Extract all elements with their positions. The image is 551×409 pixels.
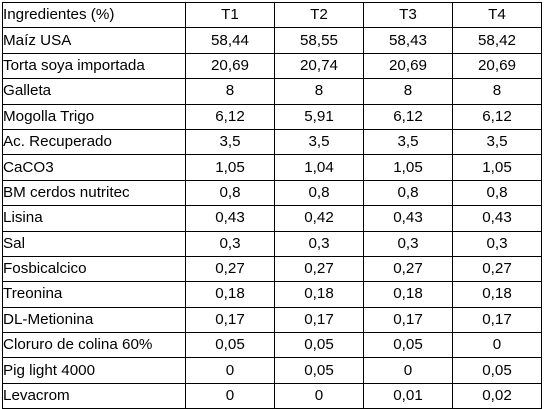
treatment-value-cell: 8 <box>363 78 453 105</box>
treatment-value-cell: 8 <box>452 78 542 105</box>
treatment-value-cell: 0,3 <box>363 230 453 257</box>
treatment-value-cell: 0 <box>185 357 275 384</box>
table-row: Galleta 8 8 8 8 <box>2 78 542 105</box>
treatment-value-cell: 0,18 <box>274 281 364 308</box>
treatment-value-cell: 0 <box>185 382 275 409</box>
treatment-value-cell: 0,3 <box>452 230 542 257</box>
treatment-value-cell: 0,27 <box>452 255 542 283</box>
treatment-value-cell: 6,12 <box>452 103 542 130</box>
treatment-value-cell: 58,42 <box>452 27 542 54</box>
ingredient-name-cell: Maíz USA <box>2 27 186 54</box>
treatment-value-cell: 0,05 <box>185 332 275 359</box>
table-row: Sal 0,3 0,3 0,3 0,3 <box>2 230 542 257</box>
header-row: Ingredientes (%) T1 T2 T3 T4 <box>2 1 542 29</box>
ingredients-table: Ingredientes (%) T1 T2 T3 T4 Maíz USA 58,… <box>2 1 542 409</box>
table-row: Cloruro de colina 60% 0,05 0,05 0,05 0 <box>2 332 542 359</box>
ingredient-name-cell: BM cerdos nutritec <box>2 179 186 207</box>
ingredient-name-cell: DL-Metionina <box>2 306 186 334</box>
treatment-value-cell: 0,43 <box>363 205 453 232</box>
treatment-value-cell: 20,69 <box>452 52 542 80</box>
treatment-value-cell: 3,5 <box>274 128 364 156</box>
treatment-value-cell: 0,05 <box>363 332 453 359</box>
ingredient-name-cell: Levacrom <box>2 382 186 409</box>
treatment-value-cell: 0,8 <box>363 179 453 207</box>
table-row: Lisina 0,43 0,42 0,43 0,43 <box>2 205 542 232</box>
treatment-value-cell: 0,43 <box>185 205 275 232</box>
treatment-value-cell: 3,5 <box>185 128 275 156</box>
treatment-value-cell: 0,17 <box>185 306 275 334</box>
treatment-value-cell: 0,18 <box>185 281 275 308</box>
table-row: Torta soya importada 20,69 20,74 20,69 20,69 <box>2 52 542 80</box>
treatment-value-cell: 5,91 <box>274 103 364 130</box>
table-row: Ac. Recuperado 3,5 3,5 3,5 3,5 <box>2 128 542 156</box>
treatment-value-cell: 20,69 <box>363 52 453 80</box>
ingredient-name-cell: Lisina <box>2 205 186 232</box>
treatment-value-cell: 0,42 <box>274 205 364 232</box>
treatment-value-cell: 6,12 <box>185 103 275 130</box>
ingredient-name-cell: CaCO3 <box>2 154 186 181</box>
ingredient-name-cell: Ac. Recuperado <box>2 128 186 156</box>
treatment-value-cell: 0,3 <box>185 230 275 257</box>
treatment-value-cell: 3,5 <box>452 128 542 156</box>
header-t2: T2 <box>274 1 364 29</box>
table-row: Fosbicalcico 0,27 0,27 0,27 0,27 <box>2 255 542 283</box>
treatment-value-cell: 20,69 <box>185 52 275 80</box>
treatment-value-cell: 0,05 <box>274 332 364 359</box>
table-row: Levacrom 0 0 0,01 0,02 <box>2 382 542 409</box>
treatment-value-cell: 3,5 <box>363 128 453 156</box>
treatment-value-cell: 0,02 <box>452 382 542 409</box>
treatment-value-cell: 1,05 <box>185 154 275 181</box>
table-row: Treonina 0,18 0,18 0,18 0,18 <box>2 281 542 308</box>
treatment-value-cell: 0,18 <box>363 281 453 308</box>
treatment-value-cell: 58,55 <box>274 27 364 54</box>
treatment-value-cell: 0 <box>452 332 542 359</box>
treatment-value-cell: 1,04 <box>274 154 364 181</box>
table-row: Maíz USA 58,44 58,55 58,43 58,42 <box>2 27 542 54</box>
treatment-value-cell: 0,8 <box>452 179 542 207</box>
treatment-value-cell: 0,8 <box>274 179 364 207</box>
ingredient-name-cell: Galleta <box>2 78 186 105</box>
treatment-value-cell: 0,43 <box>452 205 542 232</box>
treatment-value-cell: 0,27 <box>185 255 275 283</box>
ingredient-name-cell: Treonina <box>2 281 186 308</box>
ingredient-name-cell: Pig light 4000 <box>2 357 186 384</box>
treatment-value-cell: 0,05 <box>274 357 364 384</box>
table-row: DL-Metionina 0,17 0,17 0,17 0,17 <box>2 306 542 334</box>
treatment-value-cell: 0,01 <box>363 382 453 409</box>
table-row: Pig light 4000 0 0,05 0 0,05 <box>2 357 542 384</box>
treatment-value-cell: 0 <box>274 382 364 409</box>
table-row: Mogolla Trigo 6,12 5,91 6,12 6,12 <box>2 103 542 130</box>
table-row: CaCO3 1,05 1,04 1,05 1,05 <box>2 154 542 181</box>
table-row: BM cerdos nutritec 0,8 0,8 0,8 0,8 <box>2 179 542 207</box>
treatment-value-cell: 0,17 <box>363 306 453 334</box>
treatment-value-cell: 8 <box>185 78 275 105</box>
treatment-value-cell: 1,05 <box>363 154 453 181</box>
table-body: Maíz USA 58,44 58,55 58,43 58,42 Torta soya i… <box>2 27 542 409</box>
ingredient-name-cell: Sal <box>2 230 186 257</box>
treatment-value-cell: 0 <box>363 357 453 384</box>
treatment-value-cell: 8 <box>274 78 364 105</box>
header-ingredients: Ingredientes (%) <box>2 1 186 29</box>
treatment-value-cell: 0,17 <box>452 306 542 334</box>
header-t4: T4 <box>452 1 542 29</box>
treatment-value-cell: 0,18 <box>452 281 542 308</box>
treatment-value-cell: 0,27 <box>274 255 364 283</box>
ingredient-name-cell: Cloruro de colina 60% <box>2 332 186 359</box>
treatment-value-cell: 6,12 <box>363 103 453 130</box>
treatment-value-cell: 0,8 <box>185 179 275 207</box>
treatment-value-cell: 0,05 <box>452 357 542 384</box>
treatment-value-cell: 58,44 <box>185 27 275 54</box>
header-t1: T1 <box>185 1 275 29</box>
ingredient-name-cell: Torta soya importada <box>2 52 186 80</box>
ingredient-name-cell: Fosbicalcico <box>2 255 186 283</box>
treatment-value-cell: 0,3 <box>274 230 364 257</box>
treatment-value-cell: 0,27 <box>363 255 453 283</box>
treatment-value-cell: 58,43 <box>363 27 453 54</box>
treatment-value-cell: 1,05 <box>452 154 542 181</box>
treatment-value-cell: 20,74 <box>274 52 364 80</box>
treatment-value-cell: 0,17 <box>274 306 364 334</box>
header-t3: T3 <box>363 1 453 29</box>
ingredient-name-cell: Mogolla Trigo <box>2 103 186 130</box>
